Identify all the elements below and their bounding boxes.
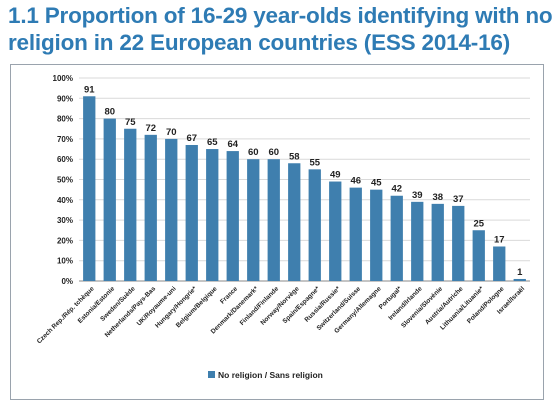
data-label: 46	[350, 176, 361, 187]
chart-title: 1.1 Proportion of 16-29 year-olds identi…	[8, 2, 553, 56]
data-label: 39	[412, 190, 423, 201]
data-label: 65	[207, 137, 218, 148]
data-label: 45	[371, 178, 382, 189]
data-label: 60	[248, 147, 259, 158]
bar	[452, 205, 465, 281]
x-tick-label: Poland/Pologne	[466, 285, 506, 325]
data-label: 1	[517, 267, 523, 278]
x-tick-label: Russia/Russie*	[304, 285, 342, 323]
data-label: 91	[84, 84, 95, 95]
y-tick-label: 40%	[57, 196, 73, 205]
y-tick-label: 100%	[53, 74, 73, 83]
y-tick-label: 10%	[57, 257, 73, 266]
data-label: 75	[125, 117, 136, 128]
y-tick-label: 0%	[61, 277, 73, 286]
bar	[329, 181, 342, 281]
bar	[83, 96, 96, 282]
y-tick-label: 50%	[57, 176, 73, 185]
bar	[185, 144, 198, 281]
y-tick-label: 80%	[57, 115, 73, 124]
bar	[431, 203, 444, 281]
x-tick-label: Spain/Espagne*	[281, 285, 321, 325]
data-label: 58	[289, 151, 300, 162]
bar	[390, 195, 403, 281]
bar	[411, 201, 424, 281]
bar	[472, 230, 485, 281]
legend-swatch	[208, 371, 215, 378]
data-label: 42	[391, 184, 402, 195]
bar	[267, 159, 280, 281]
bar	[370, 189, 383, 281]
bar	[308, 169, 321, 281]
chart-title-line-1: 1.1 Proportion of 16-29 year-olds identi…	[8, 3, 553, 28]
x-tick-label: Estonia/Estonie	[77, 285, 117, 325]
bar	[165, 138, 178, 281]
data-label: 72	[145, 123, 156, 134]
data-label: 60	[268, 147, 279, 158]
legend-label: No religion / Sans religion	[218, 370, 323, 380]
data-label: 80	[104, 107, 115, 118]
bar	[349, 187, 362, 281]
data-label: 70	[166, 127, 177, 138]
y-tick-label: 60%	[57, 155, 73, 164]
y-tick-label: 30%	[57, 216, 73, 225]
data-label: 64	[227, 139, 238, 150]
x-tick-label: Belgium/Belgique	[175, 285, 219, 329]
y-tick-label: 20%	[57, 236, 73, 245]
data-label: 55	[309, 157, 320, 168]
bar	[103, 118, 116, 281]
data-label: 38	[432, 192, 443, 203]
bar	[247, 159, 260, 281]
data-label: 37	[453, 194, 464, 205]
bar	[226, 151, 239, 281]
bar	[493, 246, 506, 281]
data-label: 17	[494, 234, 505, 245]
data-label: 49	[330, 170, 341, 181]
data-label: 25	[473, 218, 484, 229]
bar	[206, 149, 219, 281]
bar	[288, 163, 301, 281]
bar	[124, 128, 137, 281]
data-label: 67	[186, 133, 197, 144]
bar	[144, 134, 157, 281]
chart-title-line-2: religion in 22 European countries (ESS 2…	[8, 30, 511, 55]
bar	[513, 278, 526, 281]
y-tick-label: 70%	[57, 135, 73, 144]
y-tick-label: 90%	[57, 94, 73, 103]
